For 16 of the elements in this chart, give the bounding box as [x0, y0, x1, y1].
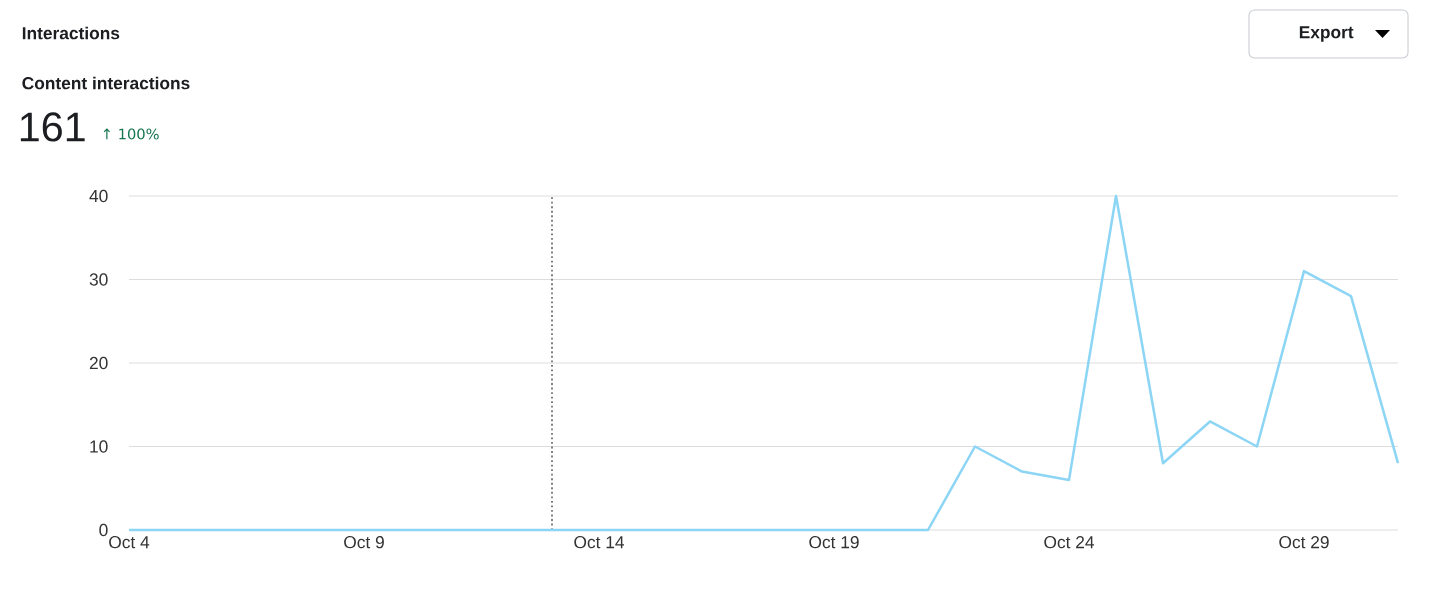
x-tick-label: Oct 4: [109, 536, 150, 549]
chart-title: Interactions: [22, 26, 120, 40]
x-tick-label: Oct 24: [1044, 536, 1095, 549]
x-tick-label: Oct 29: [1279, 536, 1329, 549]
chart-subtitle: Content interactions: [22, 76, 190, 90]
x-tick-label: Oct 9: [344, 536, 384, 549]
y-tick-label: 20: [89, 356, 108, 370]
text: 161: [20, 112, 85, 142]
x-tick-label: Oct 19: [809, 536, 859, 549]
y-tick-label: 0: [99, 523, 108, 537]
y-tick-label: 40: [89, 189, 108, 203]
y-tick-label: 10: [90, 440, 108, 453]
text: ↑ 100%: [103, 128, 159, 140]
x-tick-label: Oct 14: [574, 536, 625, 549]
y-tick-label: 30: [89, 273, 108, 286]
text: Export: [1299, 26, 1354, 42]
